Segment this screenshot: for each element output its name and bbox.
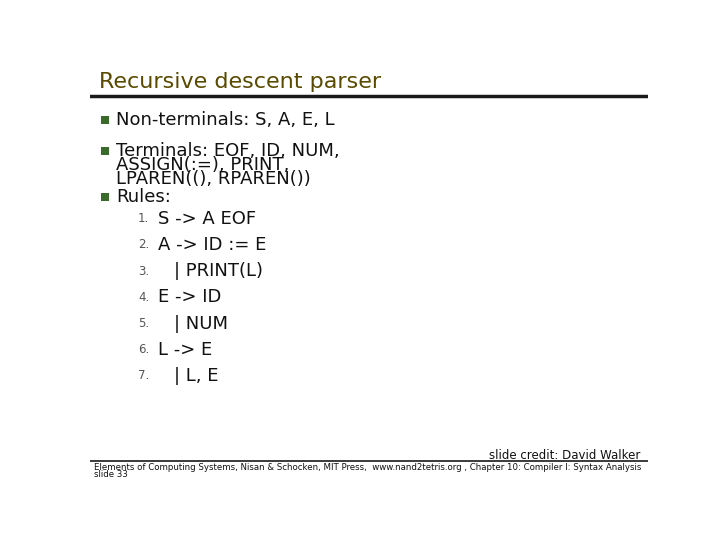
Text: 4.: 4. (138, 291, 149, 304)
Text: slide 33: slide 33 (94, 470, 127, 479)
Text: Terminals: EOF, ID, NUM,: Terminals: EOF, ID, NUM, (117, 142, 340, 160)
Text: LPAREN((), RPAREN()): LPAREN((), RPAREN()) (117, 170, 311, 188)
Text: S -> A EOF: S -> A EOF (158, 210, 256, 228)
Text: A -> ID := E: A -> ID := E (158, 236, 266, 254)
Text: 7.: 7. (138, 369, 149, 382)
Text: 3.: 3. (138, 265, 149, 278)
Bar (101, 193, 109, 201)
Text: Rules:: Rules: (117, 188, 171, 206)
Text: | NUM: | NUM (174, 314, 228, 333)
Text: Elements of Computing Systems, Nisan & Schocken, MIT Press,  www.nand2tetris.org: Elements of Computing Systems, Nisan & S… (94, 463, 642, 472)
Text: 1.: 1. (138, 212, 149, 225)
Text: | PRINT(L): | PRINT(L) (174, 262, 263, 280)
Text: ASSIGN(:=), PRINT,: ASSIGN(:=), PRINT, (117, 156, 289, 174)
Text: Non-terminals: S, A, E, L: Non-terminals: S, A, E, L (117, 111, 335, 129)
Text: slide credit: David Walker: slide credit: David Walker (489, 449, 640, 462)
Text: 2.: 2. (138, 239, 149, 252)
Text: Recursive descent parser: Recursive descent parser (99, 72, 382, 92)
Bar (101, 147, 109, 156)
Text: L -> E: L -> E (158, 341, 212, 359)
Text: E -> ID: E -> ID (158, 288, 222, 306)
Bar (101, 116, 109, 125)
Text: 6.: 6. (138, 343, 149, 356)
Text: 5.: 5. (138, 317, 149, 330)
Text: | L, E: | L, E (174, 367, 218, 385)
